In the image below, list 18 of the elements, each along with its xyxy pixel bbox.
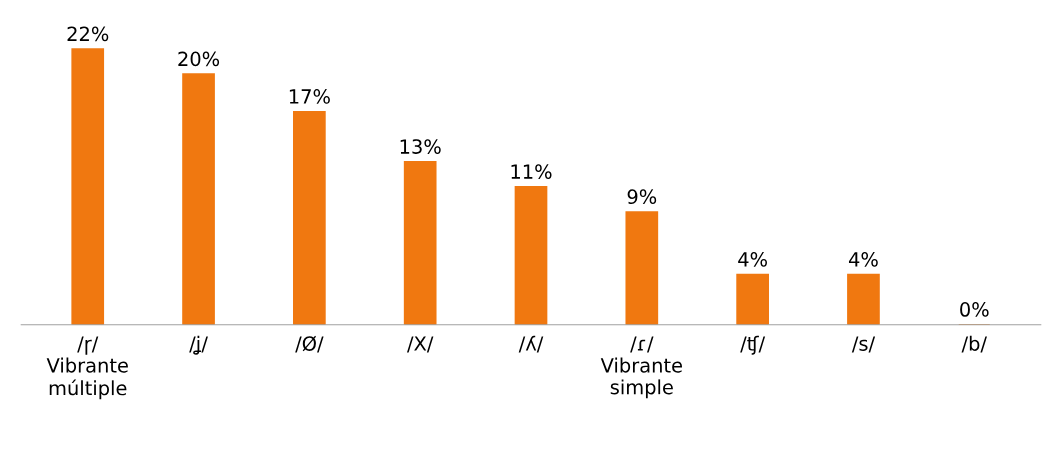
x-tick-label: /ʎ/ <box>518 335 544 353</box>
x-tick-label: /ɼ/ Vibrante múltiple <box>46 336 128 400</box>
x-tick-label: /Ø/ <box>295 335 324 353</box>
x-tick-label: /X/ <box>406 336 434 353</box>
x-tick-label: /ʧ/ <box>740 335 766 355</box>
data-label: 0% <box>960 302 989 317</box>
data-label: 13% <box>400 139 441 154</box>
x-tick-label: /b/ <box>961 335 987 353</box>
x-tick-label: /ɾ/ Vibrante simple <box>600 336 682 399</box>
data-label: 9% <box>627 189 657 205</box>
data-label: 17% <box>289 89 330 104</box>
data-label: 4% <box>848 251 878 267</box>
x-tick-label: /s/ <box>851 336 876 353</box>
data-label: 11% <box>511 164 552 179</box>
data-label: 20% <box>178 51 220 67</box>
data-label: 4% <box>738 251 767 267</box>
x-tick-label: /ʝ/ <box>189 335 208 355</box>
data-label: 22% <box>67 26 109 42</box>
